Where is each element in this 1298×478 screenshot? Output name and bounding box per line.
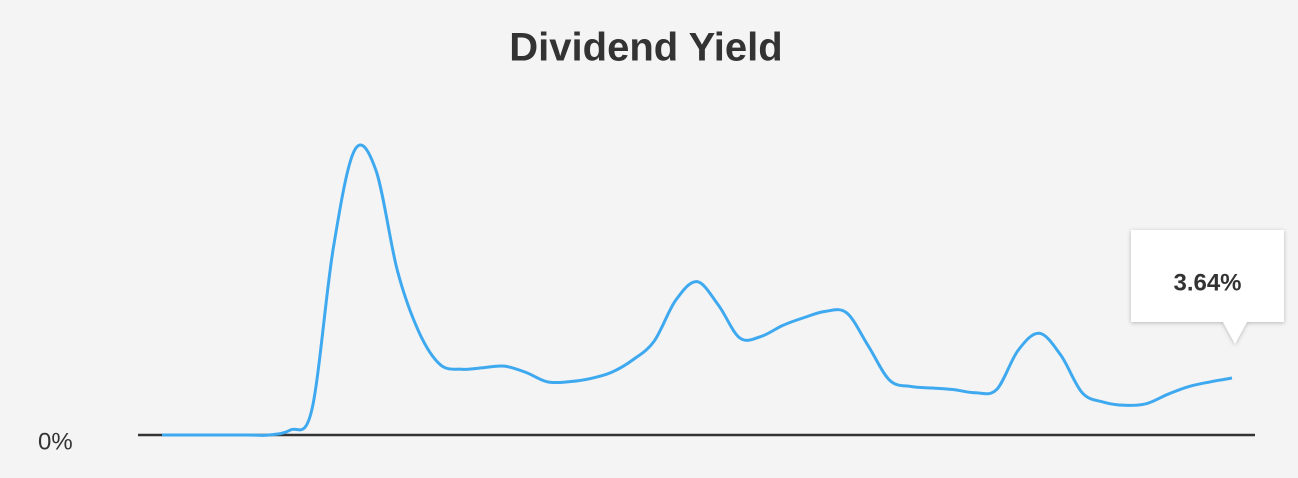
value-label: 3.64%: [1173, 269, 1241, 296]
line: [162, 143, 1233, 437]
tooltip-box: [1131, 230, 1284, 345]
chart-title: Dividend Yield: [509, 26, 782, 70]
y-tick-label: 0%: [38, 428, 73, 455]
